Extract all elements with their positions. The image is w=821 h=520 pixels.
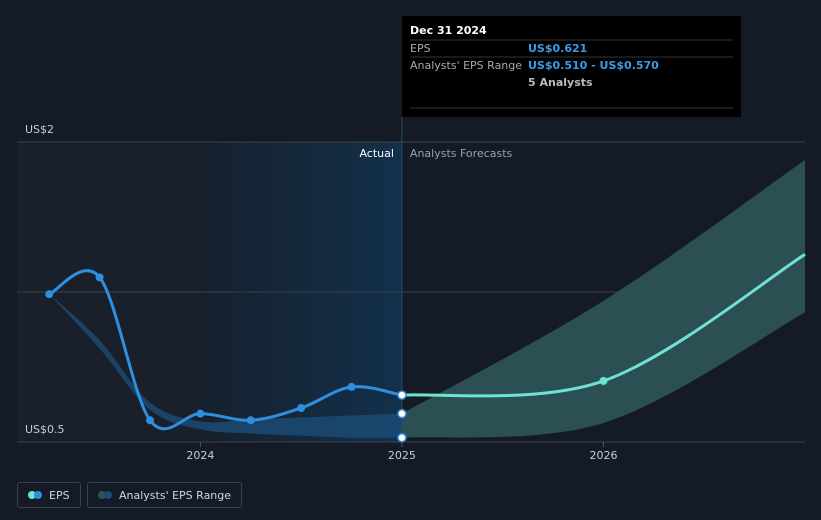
x-tick-label: 2026 <box>589 449 617 462</box>
y-tick-label: US$2 <box>25 123 54 136</box>
tooltip-value: US$0.510 - US$0.570 <box>528 59 659 72</box>
x-tick-label: 2025 <box>388 449 416 462</box>
eps-point <box>146 416 155 425</box>
eps-point <box>246 416 255 425</box>
tooltip-label: EPS <box>410 42 431 55</box>
eps-point <box>95 273 104 282</box>
range-band <box>49 294 402 438</box>
tooltip: Dec 31 2024 EPS US$0.621 Analysts' EPS R… <box>402 16 741 117</box>
legend-range[interactable]: Analysts' EPS Range <box>87 482 243 508</box>
tooltip-label: Analysts' EPS Range <box>410 59 522 72</box>
legend-label: EPS <box>49 488 70 502</box>
eps-point <box>599 376 608 385</box>
x-tick-label: 2024 <box>186 449 214 462</box>
legend-swatch <box>98 491 113 499</box>
tooltip-value: US$0.621 <box>528 42 587 55</box>
eps-point <box>45 290 54 299</box>
tooltip-date: Dec 31 2024 <box>410 24 487 37</box>
actual-label: Actual <box>359 147 393 160</box>
forecast-label: Analysts Forecasts <box>410 147 513 160</box>
legend-eps[interactable]: EPS <box>17 482 81 508</box>
legend-swatch <box>28 491 43 499</box>
legend-label: Analysts' EPS Range <box>119 488 232 502</box>
eps-point <box>297 404 306 413</box>
eps-point <box>196 409 205 418</box>
range-band <box>401 160 805 438</box>
range-point <box>397 432 407 443</box>
y-tick-label: US$0.5 <box>25 423 65 436</box>
eps-point <box>397 390 407 400</box>
range-point <box>397 408 407 419</box>
tooltip-box <box>402 16 741 117</box>
tooltip-analysts: 5 Analysts <box>528 76 593 89</box>
eps-point <box>347 382 356 391</box>
